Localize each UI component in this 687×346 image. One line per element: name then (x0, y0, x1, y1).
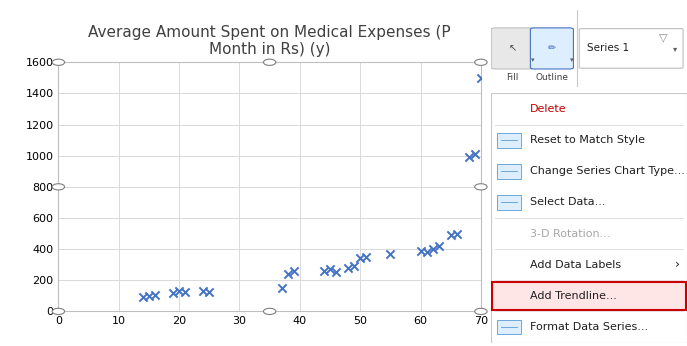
Point (330, 269, 341, 274)
Text: ▽: ▽ (660, 32, 668, 42)
Text: ▾: ▾ (530, 57, 534, 63)
Bar (497, 320, 521, 335)
Text: Reset to Match Style: Reset to Match Style (530, 135, 645, 145)
Point (445, 233, 456, 238)
Point (137, 295, 148, 300)
Text: Add Trendline...: Add Trendline... (530, 291, 617, 301)
Bar (497, 164, 521, 179)
Text: Outline: Outline (535, 73, 568, 82)
Point (475, 75, 486, 81)
Text: Fill: Fill (506, 73, 519, 82)
Title: Average Amount Spent on Medical Expenses (P
Month in Rs) (y): Average Amount Spent on Medical Expenses… (89, 25, 451, 57)
Bar (497, 133, 521, 148)
Point (385, 251, 396, 257)
Point (433, 243, 444, 249)
Point (451, 231, 462, 236)
Point (421, 249, 432, 255)
Text: ▾: ▾ (673, 44, 677, 53)
Bar (492, 282, 686, 310)
Point (354, 256, 365, 261)
Text: Delete: Delete (530, 104, 567, 114)
Text: ✏: ✏ (548, 44, 556, 53)
Text: ↖: ↖ (508, 44, 517, 53)
Point (198, 289, 209, 294)
Text: Series 1: Series 1 (587, 44, 629, 53)
Point (463, 155, 474, 160)
Point (168, 290, 179, 295)
Point (150, 292, 161, 298)
Text: ▾: ▾ (570, 57, 573, 63)
Point (415, 248, 426, 253)
Point (144, 293, 155, 299)
Point (180, 289, 191, 295)
Point (319, 268, 330, 274)
Point (282, 271, 293, 277)
Point (361, 254, 372, 260)
Text: Change Series Chart Type...: Change Series Chart Type... (530, 166, 685, 176)
Point (276, 285, 287, 291)
Point (348, 264, 360, 269)
Point (324, 266, 335, 272)
Point (343, 265, 354, 271)
FancyBboxPatch shape (491, 28, 534, 69)
Point (174, 289, 185, 294)
Text: Format Data Series...: Format Data Series... (530, 322, 649, 332)
Text: Select Data...: Select Data... (530, 198, 606, 207)
Text: 3-D Rotation...: 3-D Rotation... (530, 229, 611, 238)
Text: Add Data Labels: Add Data Labels (530, 260, 622, 270)
Bar (497, 195, 521, 210)
FancyBboxPatch shape (530, 28, 574, 69)
Point (469, 152, 480, 157)
Text: ›: › (675, 258, 679, 271)
FancyBboxPatch shape (579, 29, 683, 68)
Point (427, 246, 438, 252)
Point (204, 289, 215, 295)
Point (289, 268, 300, 274)
